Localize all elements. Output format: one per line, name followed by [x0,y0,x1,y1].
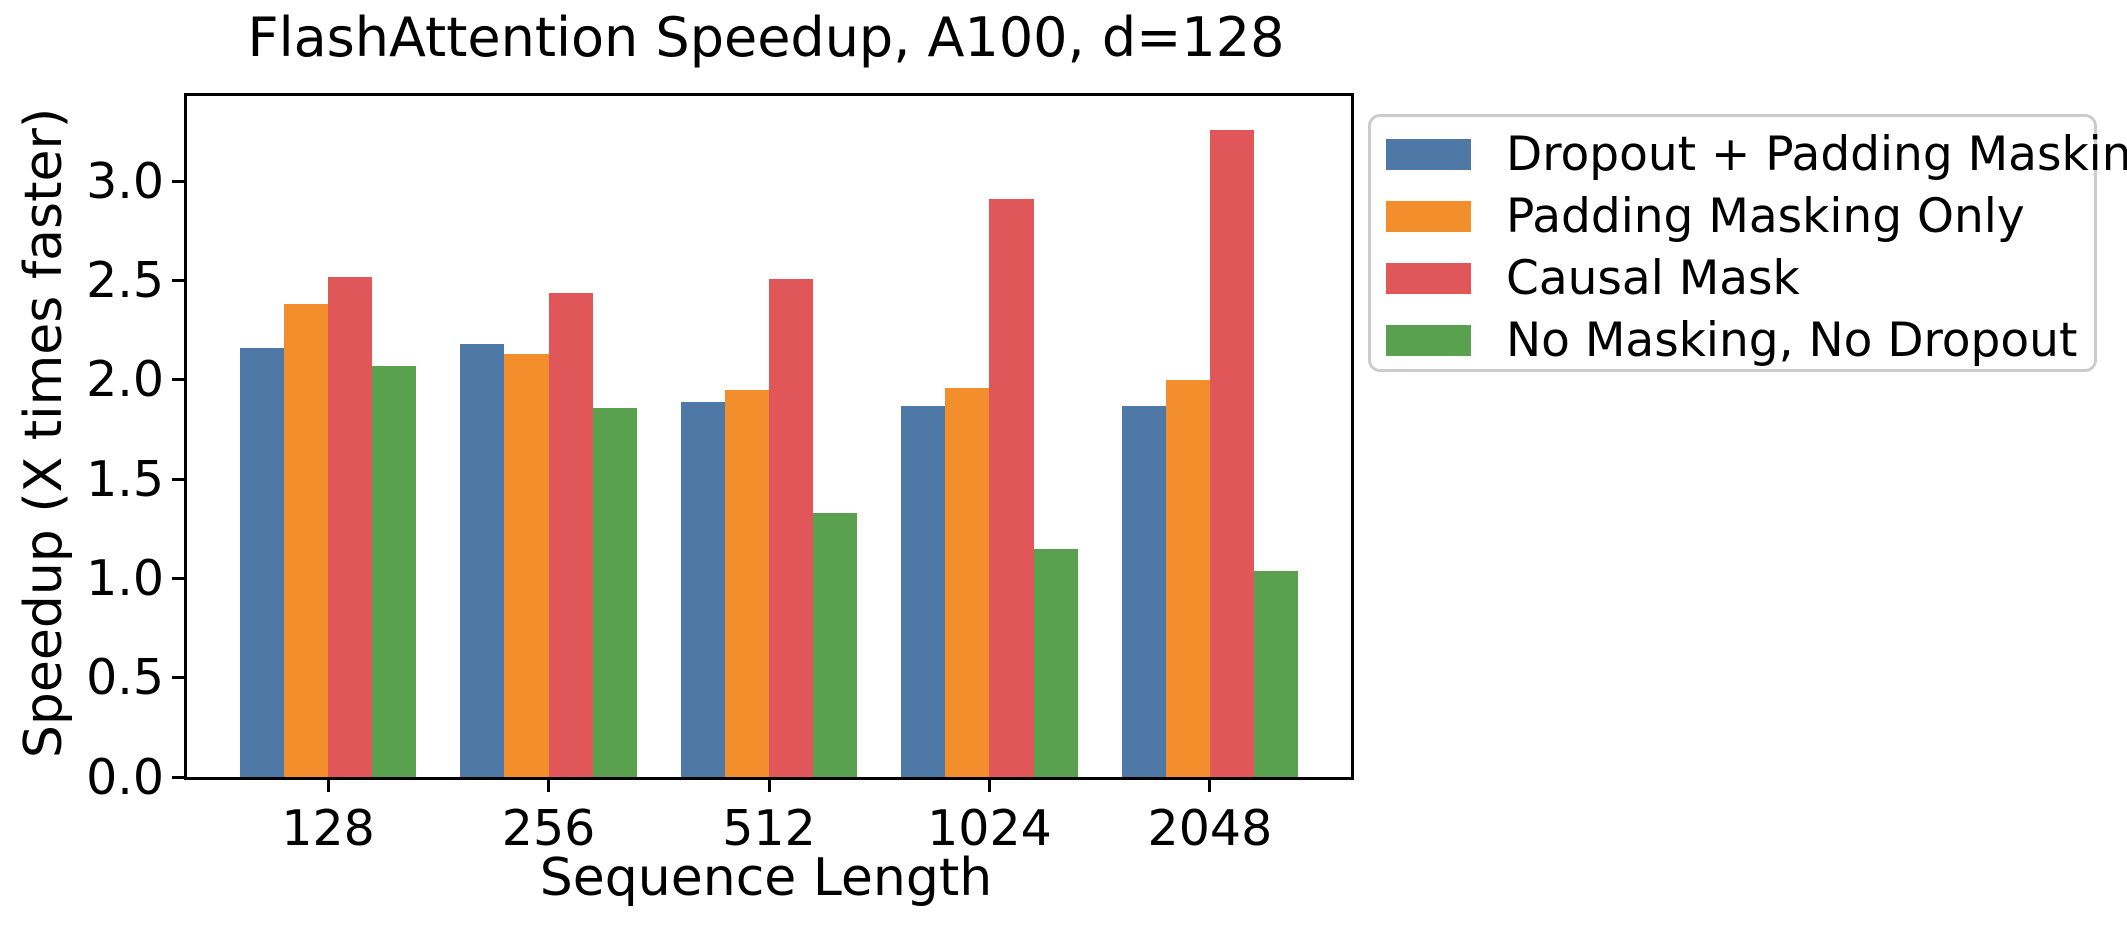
bar-dropout-padding-masking-2048 [1121,405,1166,777]
y-tick-mark-0.5 [172,676,184,680]
x-tick-label-1024: 1024 [927,800,1052,857]
y-tick-mark-0.0 [172,775,184,779]
y-tick-mark-3.0 [172,179,184,183]
x-tick-label-512: 512 [722,800,816,857]
y-tick-label-2.0: 2.0 [86,351,164,409]
legend-label: Padding Masking Only [1506,188,2025,244]
y-tick-label-2.5: 2.5 [86,252,164,310]
chart-title: FlashAttention Speedup, A100, d=128 [247,6,1285,69]
y-tick-label-0.5: 0.5 [86,649,164,707]
bar-no-masking-no-dropout-256 [592,407,637,777]
x-tick-mark-1024 [987,780,991,792]
legend-label: No Masking, No Dropout [1506,312,2078,368]
y-tick-mark-1.0 [172,576,184,580]
bar-causal-mask-2048 [1209,129,1254,777]
legend-swatch-causal-mask [1386,262,1471,294]
bar-no-masking-no-dropout-1024 [1033,548,1078,777]
y-tick-mark-2.0 [172,378,184,382]
legend-swatch-no-masking-no-dropout [1386,324,1471,356]
bar-causal-mask-1024 [989,199,1034,777]
y-tick-label-0.0: 0.0 [86,748,164,806]
x-axis-label: Sequence Length [539,848,993,908]
legend-swatch-padding-masking-only [1386,200,1471,232]
legend-label: Dropout + Padding Masking [1506,126,2127,182]
x-tick-mark-256 [547,780,551,792]
legend-item-no-masking-no-dropout: No Masking, No Dropout [1371,309,2094,371]
x-tick-mark-2048 [1208,780,1212,792]
legend: Dropout + Padding Masking Padding Masking… [1368,114,2127,372]
bar-no-masking-no-dropout-2048 [1254,570,1299,777]
bar-padding-masking-only-128 [284,304,329,777]
y-tick-label-1.5: 1.5 [86,450,164,508]
plot-area [184,93,1354,780]
bar-dropout-padding-masking-512 [680,401,725,777]
bar-padding-masking-only-512 [724,389,769,777]
bar-dropout-padding-masking-1024 [901,405,946,777]
y-tick-mark-2.5 [172,279,184,283]
bar-padding-masking-only-2048 [1165,379,1210,777]
bar-causal-mask-512 [769,278,814,777]
legend-item-padding-masking-only: Padding Masking Only [1371,185,2094,247]
y-tick-label-3.0: 3.0 [86,152,164,210]
y-tick-label-1.0: 1.0 [86,549,164,607]
y-tick-mark-1.5 [172,477,184,481]
legend-item-dropout-padding-masking: Dropout + Padding Masking [1371,123,2127,185]
bar-no-masking-no-dropout-512 [813,512,858,777]
bar-padding-masking-only-256 [504,354,549,777]
bar-dropout-padding-masking-128 [239,348,284,777]
legend-label: Causal Mask [1506,250,1800,306]
bar-causal-mask-256 [548,292,593,777]
x-tick-mark-128 [326,780,330,792]
legend-swatch-dropout-padding-masking [1386,138,1471,170]
bar-dropout-padding-masking-256 [460,344,505,777]
legend-item-causal-mask: Causal Mask [1371,247,2094,309]
x-tick-label-2048: 2048 [1147,800,1273,857]
bar-no-masking-no-dropout-128 [372,366,417,777]
bar-padding-masking-only-1024 [945,387,990,777]
x-tick-label-128: 128 [281,800,375,857]
x-tick-label-256: 256 [501,800,596,857]
x-tick-mark-512 [767,780,771,792]
bar-causal-mask-128 [328,276,373,777]
